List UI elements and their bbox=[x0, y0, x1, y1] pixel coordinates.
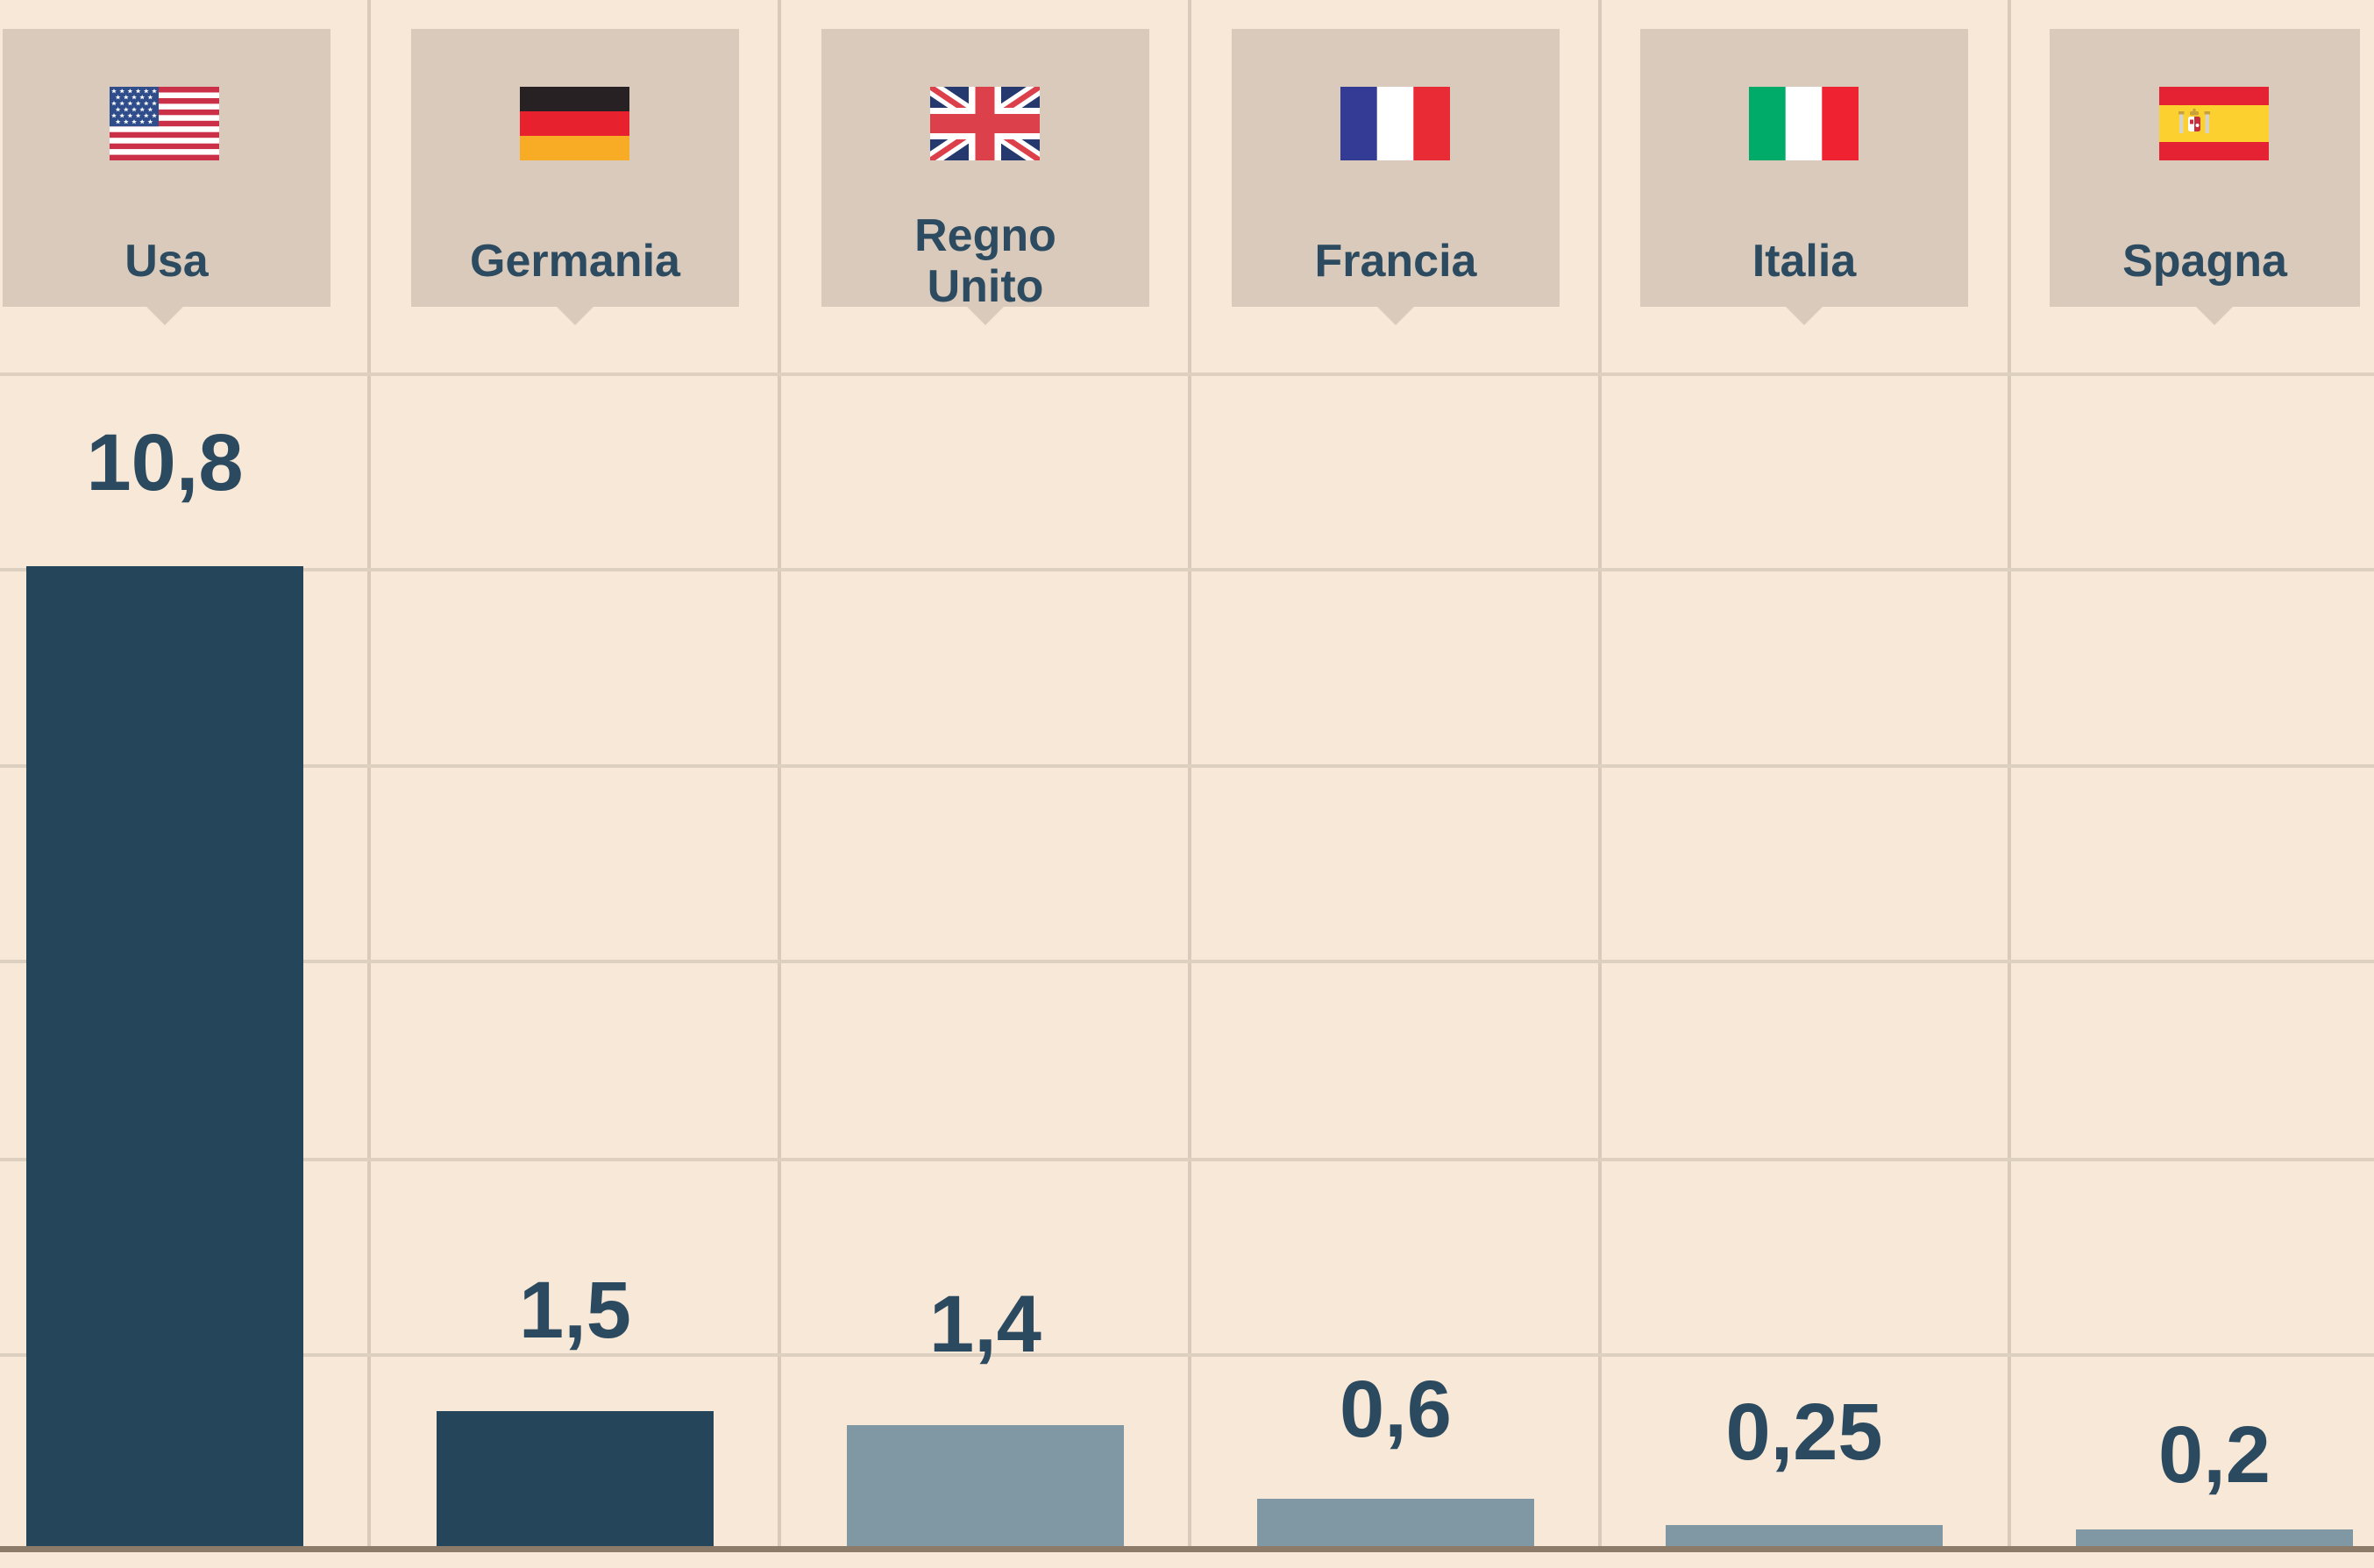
gridline-horizontal bbox=[0, 960, 2374, 963]
country-label: Italia bbox=[1752, 235, 1857, 287]
bar-spagna bbox=[2076, 1529, 2353, 1546]
gridline-horizontal bbox=[0, 1353, 2374, 1357]
gridline-horizontal bbox=[0, 568, 2374, 571]
gridline-horizontal bbox=[0, 372, 2374, 376]
card-pointer bbox=[1377, 307, 1414, 325]
country-card-usa: Usa bbox=[3, 29, 331, 307]
country-card-regno-unito: Regno Unito bbox=[821, 29, 1149, 312]
bar-usa bbox=[26, 566, 303, 1546]
card-pointer bbox=[1786, 307, 1823, 325]
card-pointer bbox=[146, 307, 183, 325]
card-pointer bbox=[2196, 307, 2233, 325]
country-label: Germania bbox=[470, 235, 680, 287]
gridline-vertical bbox=[778, 0, 781, 1546]
gridline-horizontal bbox=[0, 1158, 2374, 1161]
country-card-spagna: Spagna bbox=[2050, 29, 2360, 307]
value-label-germania: 1,5 bbox=[519, 1266, 631, 1355]
country-label: Regno Unito bbox=[914, 209, 1056, 312]
uk-flag-icon bbox=[930, 87, 1040, 160]
card-pointer bbox=[967, 307, 1004, 325]
usa-flag-icon bbox=[110, 87, 219, 160]
gridline-horizontal bbox=[0, 764, 2374, 768]
gridline-vertical bbox=[1598, 0, 1602, 1546]
spain-flag-icon bbox=[2159, 87, 2269, 160]
bar-italia bbox=[1666, 1525, 1943, 1546]
value-label-francia: 0,6 bbox=[1340, 1365, 1452, 1454]
germany-flag-icon bbox=[520, 87, 629, 160]
bar-germania bbox=[437, 1411, 714, 1546]
country-card-italia: Italia bbox=[1640, 29, 1968, 307]
chart-baseline bbox=[0, 1546, 2374, 1552]
value-label-italia: 0,25 bbox=[1725, 1387, 1883, 1477]
italy-flag-icon bbox=[1749, 87, 1859, 160]
value-label-regno-unito: 1,4 bbox=[929, 1280, 1041, 1369]
gridline-vertical bbox=[1188, 0, 1191, 1546]
value-label-spagna: 0,2 bbox=[2158, 1410, 2271, 1500]
france-flag-icon bbox=[1340, 87, 1450, 160]
country-label: Spagna bbox=[2122, 235, 2287, 287]
country-card-francia: Francia bbox=[1232, 29, 1560, 307]
value-label-usa: 10,8 bbox=[86, 418, 244, 507]
bar-regno-unito bbox=[847, 1425, 1124, 1546]
country-label: Francia bbox=[1314, 235, 1477, 287]
country-label: Usa bbox=[124, 235, 209, 287]
country-card-germania: Germania bbox=[411, 29, 739, 307]
bar-francia bbox=[1257, 1499, 1534, 1546]
gridline-vertical bbox=[367, 0, 371, 1546]
card-pointer bbox=[557, 307, 594, 325]
gridline-vertical bbox=[2008, 0, 2011, 1546]
